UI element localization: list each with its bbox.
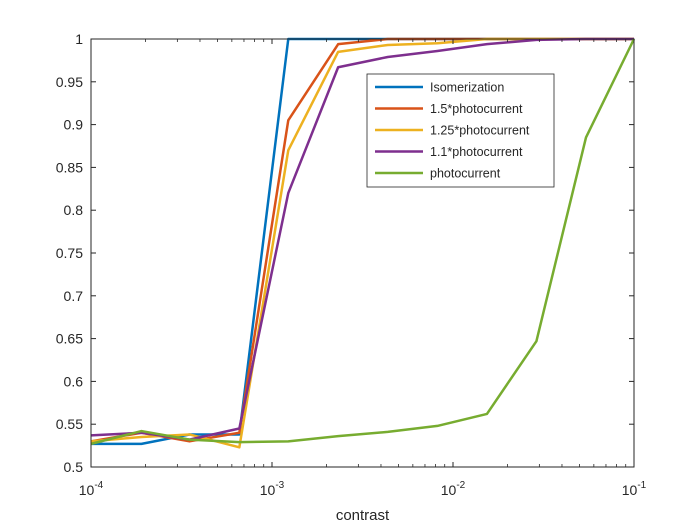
x-tick-labels: 10-4 10-3 10-2 10-1 [79, 480, 647, 498]
y-tick-label-1: 0.55 [56, 416, 83, 432]
x-tick-exponent: -1 [637, 480, 646, 491]
y-tick-label-8: 0.9 [64, 117, 84, 133]
y-tick-label-7: 0.85 [56, 159, 83, 175]
legend-label-1: 1.5*photocurrent [430, 102, 523, 116]
x-tick-exponent: -4 [94, 480, 103, 491]
legend-label-2: 1.25*photocurrent [430, 124, 530, 138]
y-tick-label-6: 0.8 [64, 202, 84, 218]
y-tick-label-0: 0.5 [64, 459, 84, 475]
series-line-4 [90, 38, 636, 446]
x-tick-base: 10 [79, 482, 95, 498]
x-tick-label-1: 10-3 [260, 480, 285, 498]
legend-label-0: Isomerization [430, 81, 504, 95]
y-tick-label-9: 0.95 [56, 74, 83, 90]
y-tick-label-5: 0.75 [56, 245, 83, 261]
x-tick-base: 10 [260, 482, 276, 498]
x-tick-label-0: 10-4 [79, 480, 104, 498]
x-axis-label: contrast [336, 507, 390, 524]
y-tick-labels: 0.5 0.55 0.6 0.65 0.7 0.75 0.8 0.85 0.9 0.95 1 [56, 31, 83, 475]
y-tick-label-4: 0.7 [64, 288, 84, 304]
legend-label-4: photocurrent [430, 167, 501, 181]
x-tick-base: 10 [441, 482, 457, 498]
y-tick-label-10: 1 [75, 31, 83, 47]
x-tick-exponent: -3 [275, 480, 284, 491]
x-tick-base: 10 [622, 482, 638, 498]
legend-label-3: 1.1*photocurrent [430, 145, 523, 159]
y-tick-label-3: 0.65 [56, 331, 83, 347]
x-tick-label-2: 10-2 [441, 480, 466, 498]
y-tick-label-2: 0.6 [64, 373, 84, 389]
axes-box [90, 38, 635, 468]
legend: Isomerization 1.5*photocurrent 1.25*photoc… [366, 73, 555, 188]
x-tick-label-3: 10-1 [622, 480, 647, 498]
x-tick-exponent: -2 [456, 480, 465, 491]
